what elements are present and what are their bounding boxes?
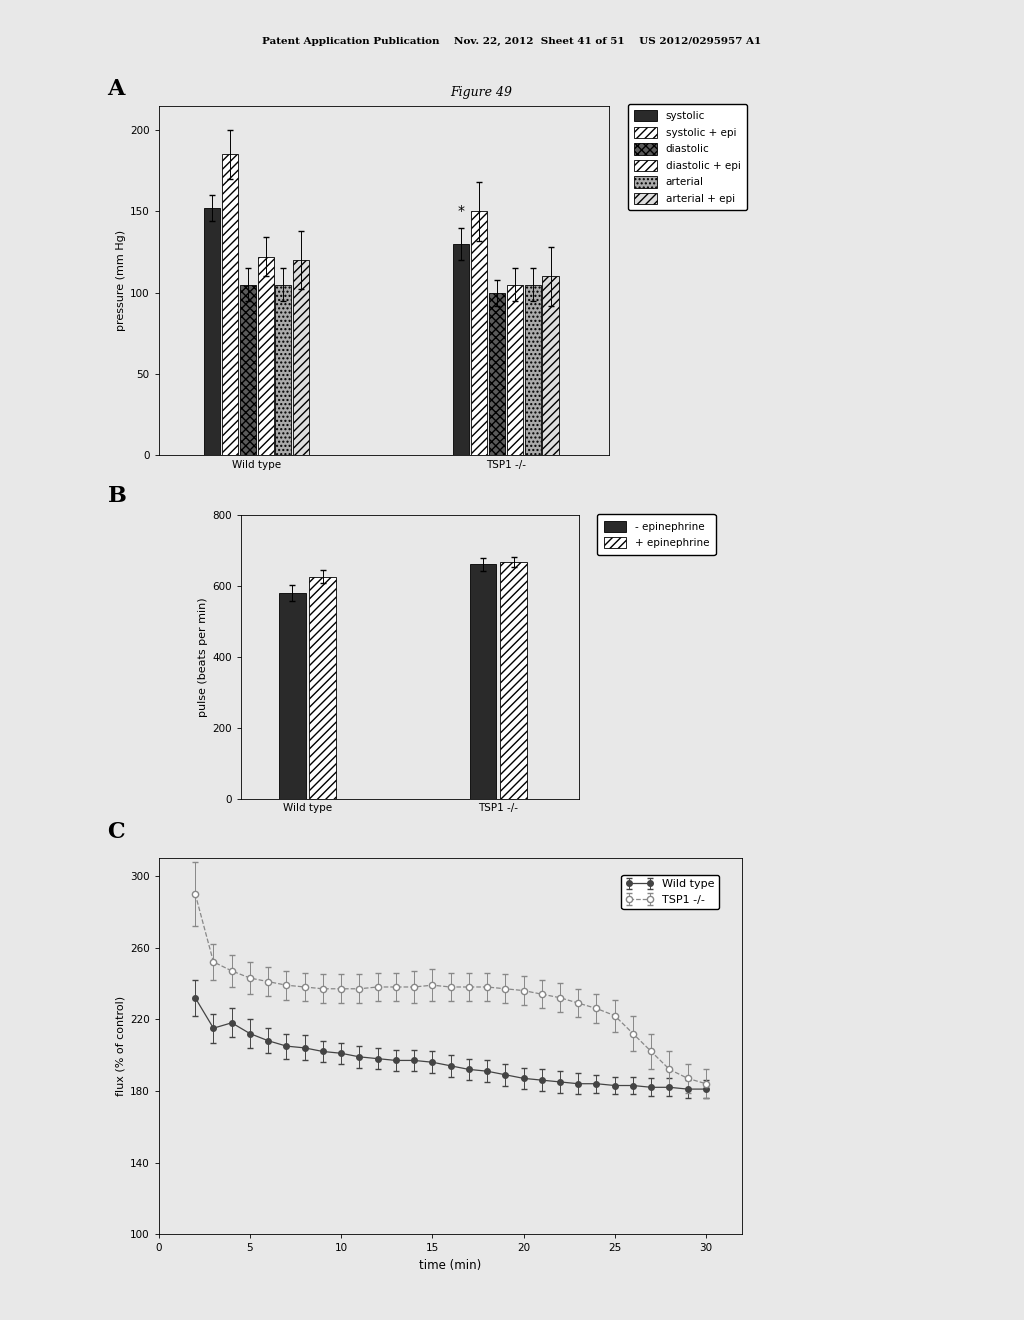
- Y-axis label: pulse (beats per min): pulse (beats per min): [198, 597, 208, 717]
- Bar: [279, 593, 305, 799]
- Bar: [507, 285, 523, 455]
- Bar: [293, 260, 309, 455]
- Bar: [454, 244, 469, 455]
- Bar: [275, 285, 292, 455]
- Text: B: B: [108, 484, 126, 507]
- Bar: [524, 285, 541, 455]
- Bar: [501, 561, 527, 799]
- Bar: [258, 257, 273, 455]
- Text: *: *: [458, 203, 465, 218]
- Legend: - epinephrine, + epinephrine: - epinephrine, + epinephrine: [597, 515, 716, 554]
- Legend: systolic, systolic + epi, diastolic, diastolic + epi, arterial, arterial + epi: systolic, systolic + epi, diastolic, dia…: [628, 104, 746, 210]
- Bar: [222, 154, 238, 455]
- Text: Patent Application Publication    Nov. 22, 2012  Sheet 41 of 51    US 2012/02959: Patent Application Publication Nov. 22, …: [262, 37, 762, 46]
- Bar: [543, 276, 558, 455]
- Bar: [471, 211, 487, 455]
- Text: A: A: [108, 78, 125, 100]
- Bar: [240, 285, 256, 455]
- Text: Figure 49: Figure 49: [451, 86, 512, 99]
- Bar: [309, 577, 336, 799]
- Text: C: C: [108, 821, 125, 843]
- Bar: [489, 293, 505, 455]
- Y-axis label: pressure (mm Hg): pressure (mm Hg): [116, 230, 126, 331]
- Y-axis label: flux (% of control): flux (% of control): [116, 997, 126, 1096]
- X-axis label: time (min): time (min): [420, 1259, 481, 1271]
- Bar: [204, 209, 220, 455]
- Legend: Wild type, TSP1 -/-: Wild type, TSP1 -/-: [622, 875, 719, 909]
- Bar: [470, 565, 497, 799]
